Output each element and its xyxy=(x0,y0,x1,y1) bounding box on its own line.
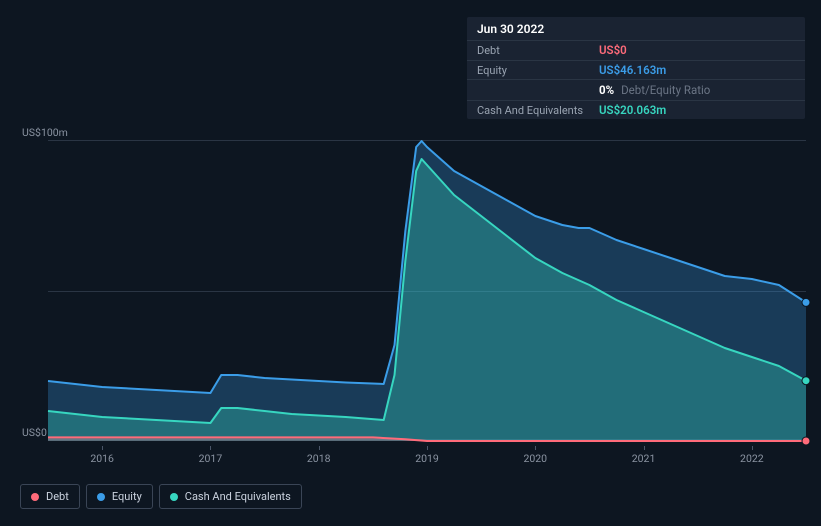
tooltip-panel: Jun 30 2022 Debt US$0 Equity US$46.163m … xyxy=(467,17,805,119)
x-tick xyxy=(427,446,428,450)
legend-dot-cash xyxy=(170,493,178,501)
legend-item-debt[interactable]: Debt xyxy=(20,484,80,509)
tooltip-value-debt: US$0 xyxy=(599,45,627,57)
legend-item-equity[interactable]: Equity xyxy=(86,484,153,509)
tooltip-label-debt: Debt xyxy=(477,45,599,57)
tooltip-row-equity: Equity US$46.163m xyxy=(467,61,805,81)
tooltip-value-ratio-label: Debt/Equity Ratio xyxy=(621,83,710,97)
series-end-marker xyxy=(802,298,810,306)
tooltip-row-debt: Debt US$0 xyxy=(467,41,805,61)
tooltip-label-ratio xyxy=(477,84,599,97)
x-tick xyxy=(102,446,103,450)
legend-dot-debt xyxy=(31,493,39,501)
tooltip-value-cash: US$20.063m xyxy=(599,105,666,117)
series-end-marker xyxy=(802,377,810,385)
x-tick-label: 2022 xyxy=(740,452,764,465)
y-axis-label-max: US$100m xyxy=(22,126,68,139)
x-tick xyxy=(752,446,753,450)
x-tick xyxy=(644,446,645,450)
series-end-marker xyxy=(802,437,810,445)
plot-area[interactable] xyxy=(48,140,806,440)
tooltip-label-cash: Cash And Equivalents xyxy=(477,105,599,117)
x-tick-label: 2021 xyxy=(632,452,656,465)
tooltip-value-ratio-pct: 0% xyxy=(599,83,614,97)
tooltip-row-cash: Cash And Equivalents US$20.063m xyxy=(467,101,805,120)
x-tick-label: 2016 xyxy=(90,452,114,465)
x-axis: 2016 2017 2018 2019 2020 2021 2022 xyxy=(48,446,806,470)
legend: Debt Equity Cash And Equivalents xyxy=(20,484,302,509)
x-tick-label: 2019 xyxy=(415,452,439,465)
y-axis-label-min: US$0 xyxy=(22,426,47,439)
x-tick xyxy=(210,446,211,450)
legend-item-cash[interactable]: Cash And Equivalents xyxy=(159,484,302,509)
tooltip-label-equity: Equity xyxy=(477,65,599,77)
legend-dot-equity xyxy=(97,493,105,501)
tooltip-row-ratio: 0% Debt/Equity Ratio xyxy=(467,80,805,101)
x-tick xyxy=(535,446,536,450)
series-svg xyxy=(48,141,806,441)
legend-label-debt: Debt xyxy=(46,490,69,503)
tooltip-value-equity: US$46.163m xyxy=(599,65,666,77)
x-tick xyxy=(319,446,320,450)
legend-label-equity: Equity xyxy=(112,490,142,503)
x-tick-label: 2017 xyxy=(199,452,223,465)
x-tick-label: 2020 xyxy=(523,452,547,465)
legend-label-cash: Cash And Equivalents xyxy=(185,490,291,503)
tooltip-date: Jun 30 2022 xyxy=(467,17,805,41)
x-tick-label: 2018 xyxy=(307,452,331,465)
